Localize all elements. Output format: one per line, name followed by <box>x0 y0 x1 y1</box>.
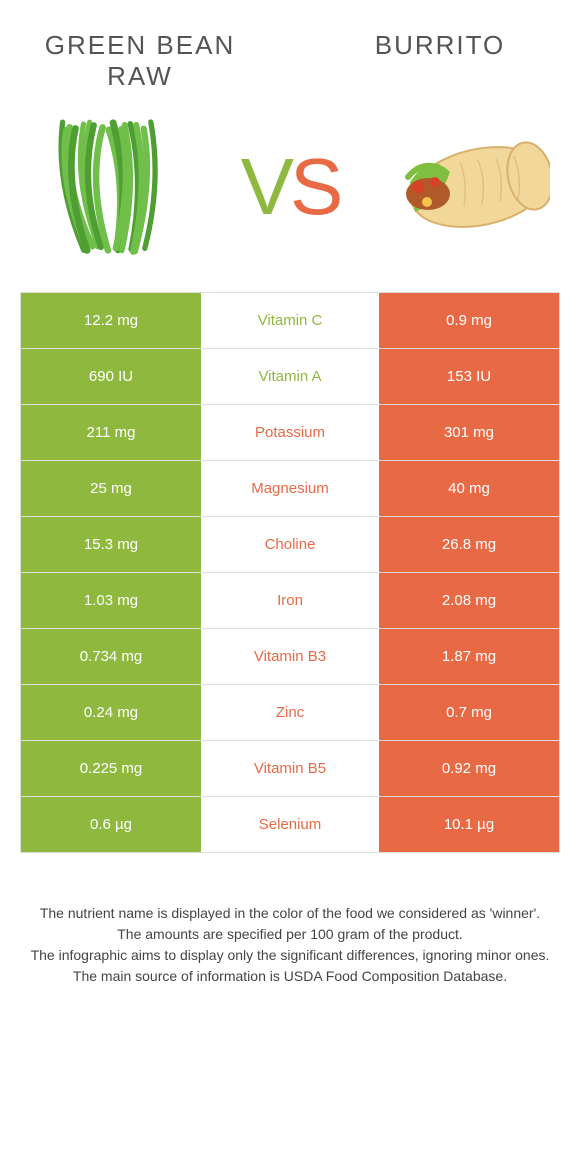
left-value: 25 mg <box>21 461 201 516</box>
left-value: 0.734 mg <box>21 629 201 684</box>
nutrient-name: Vitamin B5 <box>201 741 379 796</box>
burrito-icon <box>380 122 550 252</box>
nutrient-name: Vitamin C <box>201 293 379 348</box>
right-value: 26.8 mg <box>379 517 559 572</box>
nutrient-name: Selenium <box>201 797 379 852</box>
nutrient-table: 12.2 mgVitamin C0.9 mg690 IUVitamin A153… <box>20 292 560 853</box>
table-row: 211 mgPotassium301 mg <box>21 404 559 460</box>
left-value: 15.3 mg <box>21 517 201 572</box>
table-row: 0.6 µgSelenium10.1 µg <box>21 796 559 852</box>
right-value: 10.1 µg <box>379 797 559 852</box>
left-value: 0.24 mg <box>21 685 201 740</box>
title-right: Burrito <box>340 30 540 92</box>
right-food-image <box>380 112 550 262</box>
footnote-line: The infographic aims to display only the… <box>30 945 550 966</box>
right-value: 2.08 mg <box>379 573 559 628</box>
left-value: 0.225 mg <box>21 741 201 796</box>
right-value: 1.87 mg <box>379 629 559 684</box>
footnote-line: The main source of information is USDA F… <box>30 966 550 987</box>
footnotes: The nutrient name is displayed in the co… <box>0 853 580 987</box>
right-value: 0.9 mg <box>379 293 559 348</box>
footnote-line: The amounts are specified per 100 gram o… <box>30 924 550 945</box>
right-value: 153 IU <box>379 349 559 404</box>
nutrient-name: Zinc <box>201 685 379 740</box>
left-value: 12.2 mg <box>21 293 201 348</box>
table-row: 0.734 mgVitamin B31.87 mg <box>21 628 559 684</box>
footnote-line: The nutrient name is displayed in the co… <box>30 903 550 924</box>
right-value: 0.92 mg <box>379 741 559 796</box>
left-food-image <box>30 112 200 262</box>
nutrient-name: Vitamin B3 <box>201 629 379 684</box>
hero-row: VS <box>0 102 580 292</box>
table-row: 1.03 mgIron2.08 mg <box>21 572 559 628</box>
vs-label: VS <box>241 141 340 233</box>
nutrient-name: Vitamin A <box>201 349 379 404</box>
table-row: 0.24 mgZinc0.7 mg <box>21 684 559 740</box>
left-value: 0.6 µg <box>21 797 201 852</box>
nutrient-name: Potassium <box>201 405 379 460</box>
table-row: 25 mgMagnesium40 mg <box>21 460 559 516</box>
right-value: 301 mg <box>379 405 559 460</box>
table-row: 690 IUVitamin A153 IU <box>21 348 559 404</box>
left-value: 1.03 mg <box>21 573 201 628</box>
right-value: 40 mg <box>379 461 559 516</box>
nutrient-name: Iron <box>201 573 379 628</box>
left-value: 211 mg <box>21 405 201 460</box>
left-value: 690 IU <box>21 349 201 404</box>
infographic-container: Green bean raw Burrito VS 12.2 mgVitamin… <box>0 0 580 987</box>
table-row: 12.2 mgVitamin C0.9 mg <box>21 292 559 348</box>
titles-row: Green bean raw Burrito <box>0 0 580 102</box>
green-beans-icon <box>30 112 200 262</box>
title-left: Green bean raw <box>40 30 240 92</box>
nutrient-name: Magnesium <box>201 461 379 516</box>
table-row: 0.225 mgVitamin B50.92 mg <box>21 740 559 796</box>
nutrient-name: Choline <box>201 517 379 572</box>
right-value: 0.7 mg <box>379 685 559 740</box>
table-row: 15.3 mgCholine26.8 mg <box>21 516 559 572</box>
